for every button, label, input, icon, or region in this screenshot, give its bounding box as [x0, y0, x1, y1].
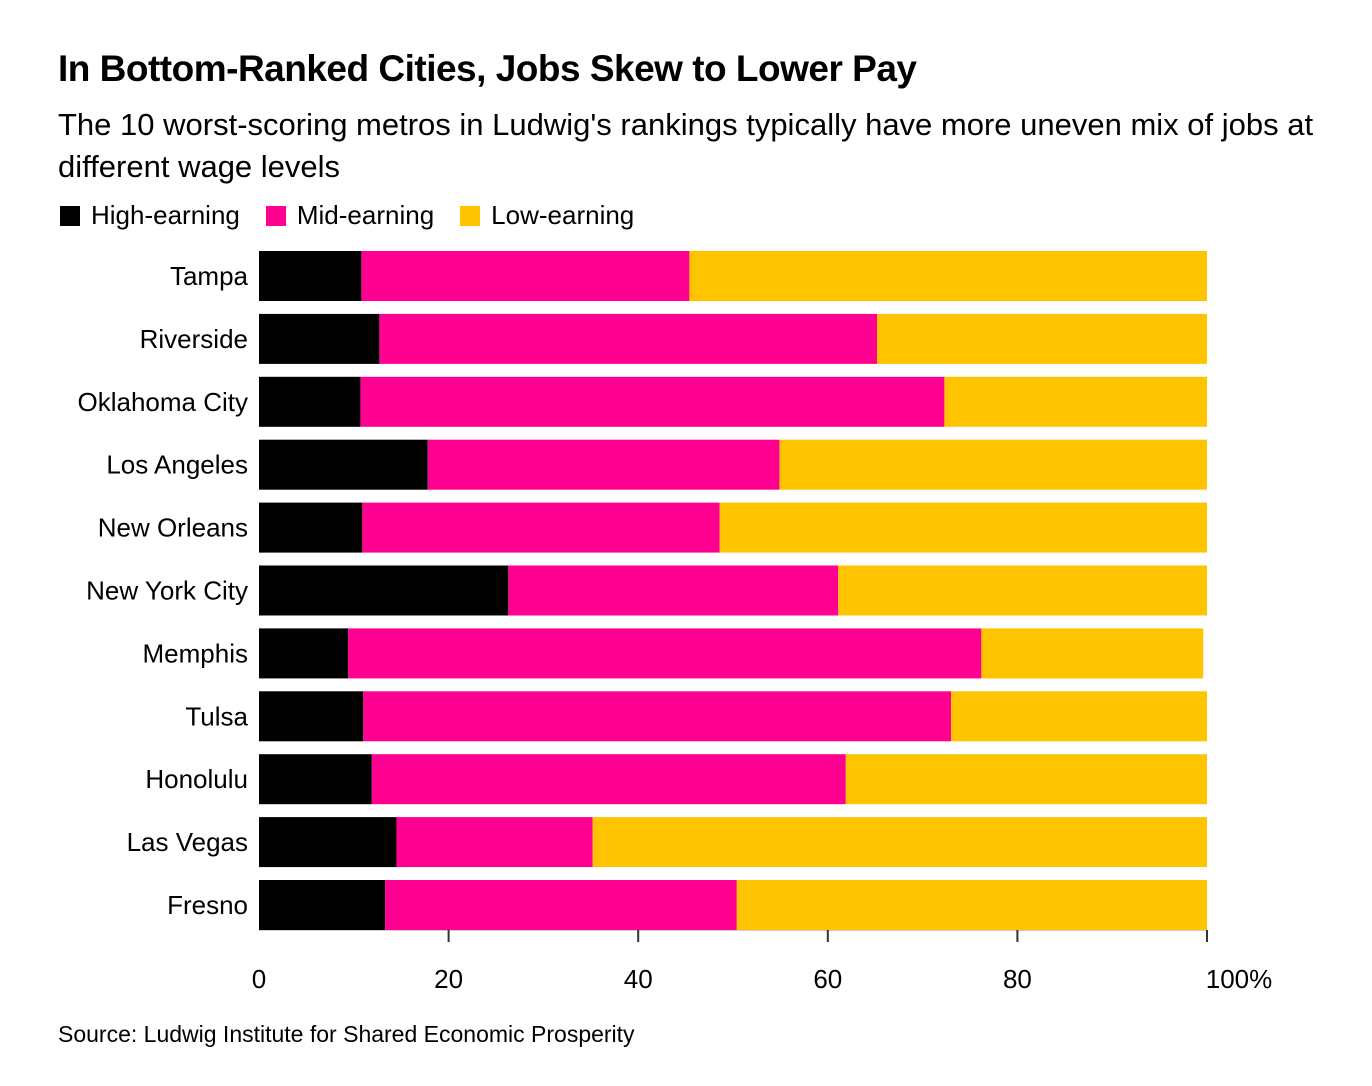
bar-tulsa-low-earning	[951, 691, 1207, 742]
bar-oklahoma-city-low-earning	[944, 376, 1207, 427]
bar-memphis-mid-earning	[348, 628, 982, 679]
category-label-new-york-city: New York City	[86, 576, 248, 606]
bar-los-angeles-low-earning	[779, 439, 1207, 490]
category-labels: Tampa Riverside Oklahoma City Los Angeles Ne…	[78, 261, 249, 920]
category-label-las-vegas: Las Vegas	[127, 827, 248, 857]
x-tick-label-20: 20	[434, 964, 463, 994]
bar-honolulu-low-earning	[845, 754, 1207, 805]
bar-tulsa-mid-earning	[363, 691, 952, 742]
bar-new-orleans-high-earning	[259, 502, 363, 553]
category-label-riverside: Riverside	[140, 324, 248, 354]
bars-group	[259, 251, 1207, 930]
bar-tampa-low-earning	[689, 251, 1207, 301]
category-label-honolulu: Honolulu	[145, 764, 248, 794]
bar-fresno-high-earning	[259, 880, 386, 930]
bar-oklahoma-city-high-earning	[259, 376, 361, 427]
legend-item-high-earning: High-earning	[60, 200, 240, 231]
bar-honolulu-mid-earning	[371, 754, 846, 805]
category-label-memphis: Memphis	[143, 638, 248, 668]
legend-item-mid-earning: Mid-earning	[265, 200, 435, 231]
x-tick-label-80: 80	[1003, 964, 1032, 994]
legend-item-low-earning: Low-earning	[460, 200, 634, 231]
source-note: Source: Ludwig Institute for Shared Econ…	[58, 1021, 635, 1047]
bar-new-york-city-high-earning	[259, 565, 509, 616]
bar-fresno-mid-earning	[385, 880, 737, 930]
x-tick-label-100: 100%	[1206, 964, 1273, 994]
bar-new-orleans-mid-earning	[362, 502, 720, 553]
bar-riverside-high-earning	[259, 313, 380, 364]
bar-riverside-mid-earning	[379, 313, 878, 364]
bar-los-angeles-high-earning	[259, 439, 428, 490]
bar-tampa-mid-earning	[361, 251, 690, 301]
chart-title: In Bottom-Ranked Cities, Jobs Skew to Lo…	[58, 48, 917, 89]
bar-oklahoma-city-mid-earning	[360, 376, 945, 427]
category-label-oklahoma-city: Oklahoma City	[78, 387, 249, 417]
legend-swatch-mid-earning	[265, 205, 286, 226]
category-label-fresno: Fresno	[167, 890, 248, 920]
bar-fresno-low-earning	[736, 880, 1207, 930]
bar-honolulu-high-earning	[259, 754, 372, 805]
x-tick-label-0: 0	[252, 964, 266, 994]
bar-tampa-high-earning	[259, 251, 362, 301]
category-label-los-angeles: Los Angeles	[106, 450, 248, 480]
legend-swatch-low-earning	[460, 205, 481, 226]
chart-subtitle: The 10 worst-scoring metros in Ludwig's …	[58, 107, 1314, 184]
bar-las-vegas-high-earning	[259, 817, 397, 868]
bar-riverside-low-earning	[877, 313, 1207, 364]
bar-memphis-high-earning	[259, 628, 349, 679]
legend: High-earning Mid-earning Low-earning	[60, 200, 660, 231]
category-label-tulsa: Tulsa	[185, 701, 248, 731]
legend-swatch-high-earning	[60, 205, 80, 226]
legend-label-high-earning: High-earning	[91, 200, 240, 230]
x-tick-label-40: 40	[624, 964, 653, 994]
bar-new-york-city-mid-earning	[508, 565, 839, 616]
bar-new-york-city-low-earning	[838, 565, 1207, 616]
bar-memphis-low-earning	[981, 628, 1204, 679]
bar-los-angeles-mid-earning	[427, 439, 780, 490]
bar-las-vegas-low-earning	[592, 817, 1207, 868]
x-tick-label-60: 60	[813, 964, 842, 994]
legend-label-mid-earning: Mid-earning	[296, 200, 435, 230]
bar-new-orleans-low-earning	[719, 502, 1207, 553]
bar-tulsa-high-earning	[259, 691, 364, 742]
x-axis: 0 20 40 60 80 100%	[252, 930, 1272, 994]
category-label-tampa: Tampa	[170, 261, 249, 291]
category-label-new-orleans: New Orleans	[98, 513, 248, 543]
bar-las-vegas-mid-earning	[396, 817, 593, 868]
legend-label-low-earning: Low-earning	[491, 200, 635, 230]
